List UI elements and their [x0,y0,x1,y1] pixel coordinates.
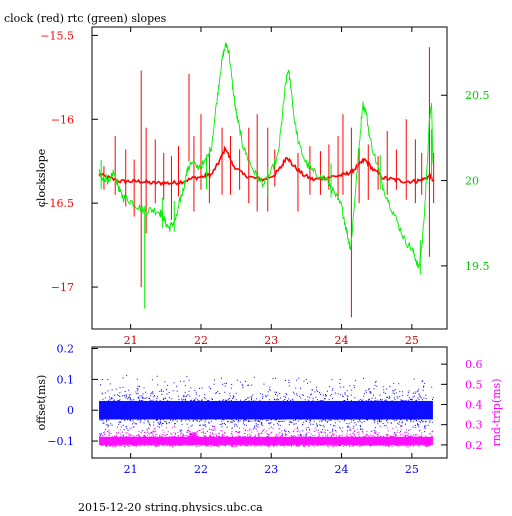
bottom-panel: 21 22 23 24 25 0.2 0.1 0 −0.1 0.6 0.5 0.4 0.3 0.2 off… [35,343,503,476]
top-y2-tick-label-1: 20 [465,175,479,188]
chart-title: clock (red) rtc (green) slopes [4,12,167,25]
bottom-y2-tick-label-1: 0.5 [465,378,483,391]
footer-text: 2015-12-20 string.physics.ubc.ca [78,501,263,512]
bottom-y-tick-label-2: 0 [67,404,74,417]
bottom-y-tick-label-3: −0.1 [47,435,74,448]
top-plot-frame [91,26,448,330]
top-y2-tick-label-0: 20.5 [465,89,490,102]
top-y-tick-label-2: −16.5 [40,197,74,210]
top-y-tick-label-0: −15.5 [40,29,74,42]
bottom-y2-tick-label-4: 0.2 [465,439,483,452]
series-offset-points [99,374,434,441]
series-offset-band [99,400,433,420]
bottom-x-tick-label-3: 24 [335,463,349,476]
top-x-tick-label-0: 21 [124,334,138,347]
top-x-tick-label-2: 23 [264,334,278,347]
series-rtc-line [98,42,434,269]
top-y-axis-label: clockslope [35,149,48,207]
top-y-tick-label-3: −17 [51,281,74,294]
series-rnd-trip-points [99,425,434,448]
bottom-x-tick-label-2: 23 [264,463,278,476]
series-rnd-trip-band [99,436,433,445]
top-x-tick-label-4: 25 [405,334,419,347]
top-axes-layer: 21 22 23 24 25 −15.5 −16 −16.5 −17 20.5 20 19.5 [40,27,490,347]
bottom-y-axis-label: offset(ms) [35,375,48,431]
bottom-series-layer [99,374,434,448]
bottom-x-tick-label-0: 21 [124,463,138,476]
top-x-tick-label-1: 22 [194,334,208,347]
bottom-y2-tick-label-0: 0.6 [465,358,483,371]
top-panel: 21 22 23 24 25 −15.5 −16 −16.5 −17 20.5 20 19.5 clo… [35,26,490,347]
bottom-x-tick-label-1: 22 [194,463,208,476]
bottom-x-tick-label-4: 25 [405,463,419,476]
series-clock-line [98,145,434,187]
bottom-y2-axis-label: rnd-trip(ms) [490,379,503,447]
bottom-y-tick-label-1: 0.1 [57,373,75,386]
bottom-axes-layer: 21 22 23 24 25 0.2 0.1 0 −0.1 0.6 0.5 0.4 0.3 0.2 [47,343,482,476]
bottom-y-tick-label-0: 0.2 [57,343,75,356]
top-y2-tick-label-2: 19.5 [465,260,490,273]
bottom-plot-frame [91,346,448,459]
bottom-y2-tick-label-2: 0.4 [465,399,483,412]
top-x-tick-label-3: 24 [335,334,349,347]
top-y-tick-label-1: −16 [51,113,74,126]
top-series-layer [98,42,435,318]
bottom-y2-tick-label-3: 0.3 [465,419,483,432]
